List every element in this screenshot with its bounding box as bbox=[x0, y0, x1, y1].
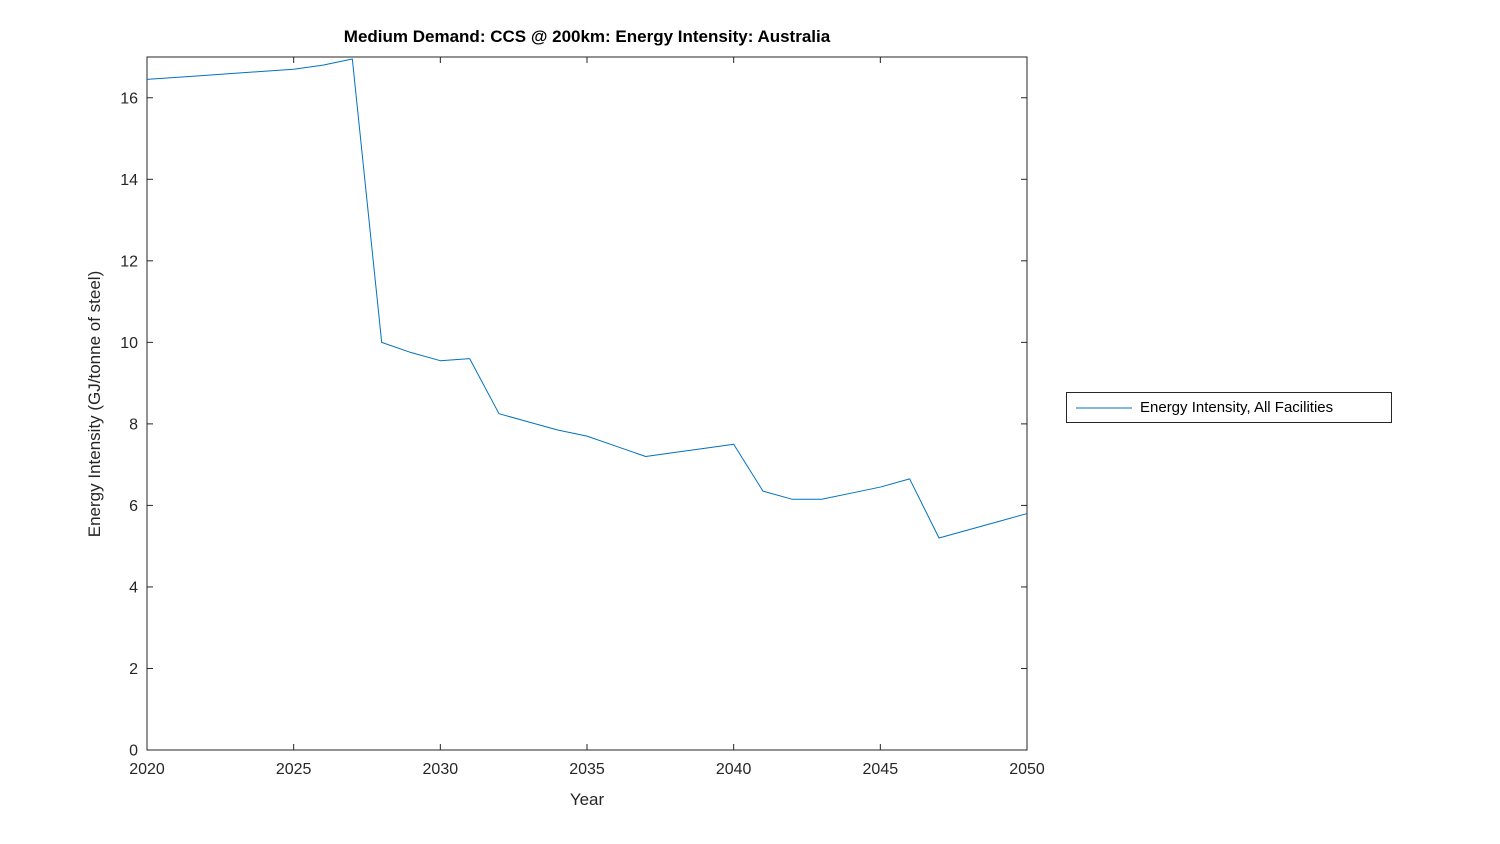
svg-text:10: 10 bbox=[120, 335, 138, 352]
svg-text:2035: 2035 bbox=[569, 761, 605, 778]
svg-text:6: 6 bbox=[129, 498, 138, 515]
svg-text:2045: 2045 bbox=[863, 761, 899, 778]
legend-line-sample bbox=[1076, 407, 1132, 408]
svg-text:4: 4 bbox=[129, 579, 138, 596]
x-axis-label: Year bbox=[569, 790, 605, 809]
svg-text:2050: 2050 bbox=[1009, 761, 1045, 778]
svg-text:2: 2 bbox=[129, 661, 138, 678]
svg-text:14: 14 bbox=[120, 172, 138, 189]
chart-title: Medium Demand: CCS @ 200km: Energy Inten… bbox=[343, 27, 831, 46]
legend: Energy Intensity, All Facilities bbox=[1066, 392, 1392, 423]
svg-text:8: 8 bbox=[129, 416, 138, 433]
svg-text:12: 12 bbox=[120, 253, 138, 270]
svg-text:0: 0 bbox=[129, 743, 138, 760]
svg-text:2025: 2025 bbox=[276, 761, 312, 778]
y-axis-label: Energy Intensity (GJ/tonne of steel) bbox=[85, 270, 104, 538]
svg-text:2020: 2020 bbox=[129, 761, 165, 778]
legend-label: Energy Intensity, All Facilities bbox=[1140, 399, 1334, 416]
svg-text:16: 16 bbox=[120, 90, 138, 107]
svg-text:2040: 2040 bbox=[716, 761, 752, 778]
svg-text:2030: 2030 bbox=[423, 761, 459, 778]
